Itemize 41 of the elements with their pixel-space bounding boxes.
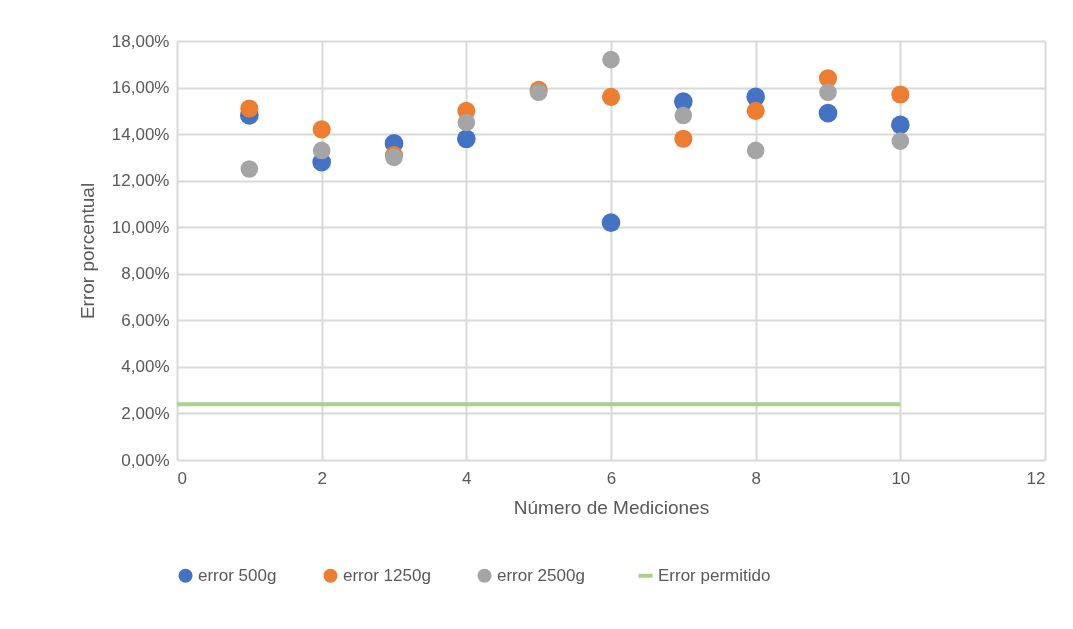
- point: [818, 103, 838, 123]
- point: [746, 141, 765, 160]
- legend-label: error 2500g: [497, 565, 585, 585]
- y-tick-label: 18,00%: [111, 31, 170, 51]
- point: [457, 113, 476, 132]
- y-tick-label: 2,00%: [121, 403, 170, 423]
- point: [312, 120, 331, 139]
- point: [746, 101, 765, 120]
- point: [601, 213, 621, 232]
- point: [674, 106, 693, 125]
- y-tick-label: 12,00%: [111, 171, 170, 191]
- point: [602, 50, 620, 69]
- x-tick-label: 0: [177, 468, 187, 488]
- point: [819, 83, 837, 101]
- point: [601, 87, 621, 106]
- y-tick-label: 0,00%: [121, 450, 170, 470]
- y-tick-label: 6,00%: [121, 310, 170, 330]
- legend-label: error 1250g: [343, 565, 431, 585]
- x-tick-label: 2: [317, 468, 327, 488]
- point: [240, 99, 259, 118]
- point: [891, 132, 910, 150]
- point: [456, 129, 476, 149]
- point: [891, 85, 910, 104]
- y-axis-title: Error porcentual: [76, 182, 98, 320]
- point: [890, 115, 910, 135]
- y-tick-label: 16,00%: [111, 78, 170, 98]
- x-tick-label: 12: [1026, 468, 1046, 488]
- point: [312, 141, 331, 160]
- y-tick-label: 4,00%: [121, 357, 170, 377]
- x-tick-label: 4: [462, 468, 472, 488]
- y-tick-label: 10,00%: [111, 217, 170, 237]
- legend-label: error 500g: [198, 565, 277, 585]
- x-tick-label: 6: [606, 468, 617, 488]
- x-axis-title: Número de Mediciones: [513, 496, 710, 518]
- y-tick-label: 14,00%: [111, 124, 170, 144]
- x-tick-label: 8: [751, 468, 761, 488]
- point: [240, 160, 259, 178]
- x-tick-label: 10: [891, 468, 911, 488]
- legend-label: Error permitido: [658, 565, 771, 585]
- point: [674, 129, 693, 148]
- y-tick-label: 8,00%: [121, 264, 170, 284]
